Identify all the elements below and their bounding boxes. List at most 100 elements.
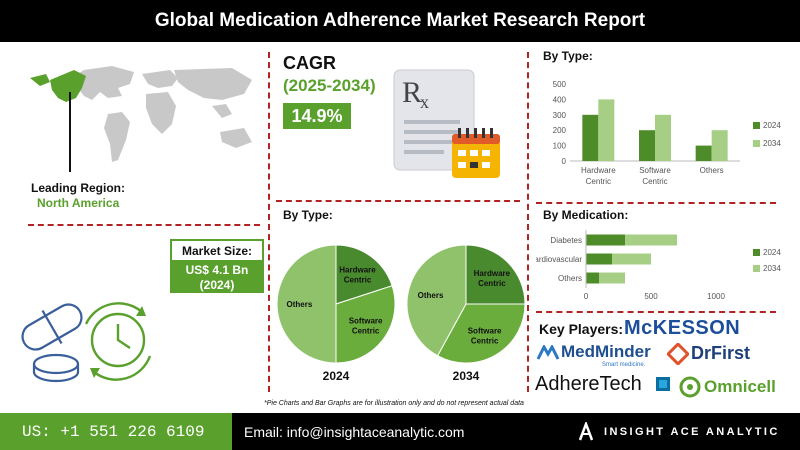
medminder-icon xyxy=(536,345,560,360)
bar-2024 xyxy=(586,272,599,284)
divider-right-h2 xyxy=(536,311,776,313)
pie-slice-label: Others xyxy=(418,291,444,300)
pie-slice-label: Centric xyxy=(471,336,499,345)
market-size-card: Market Size: US$ 4.1 Bn (2024) xyxy=(170,239,264,293)
medminder-logo: MedMinder Smart medicine. xyxy=(536,342,651,372)
footer-email[interactable]: Email: info@insightaceanalytic.com xyxy=(232,413,562,450)
bar-2024 xyxy=(586,234,625,246)
x-tick-label: Software xyxy=(639,166,671,175)
y-tick-label: 100 xyxy=(553,142,567,151)
legend-swatch xyxy=(753,265,760,272)
pills-clock-icon xyxy=(21,302,152,383)
footnote: *Pie Charts and Bar Graphs are for illus… xyxy=(264,400,524,407)
y-tick-label: 0 xyxy=(562,157,567,166)
pie-slice-label: Hardware xyxy=(339,265,376,274)
drfirst-icon xyxy=(667,343,689,365)
leading-region-label: Leading Region: xyxy=(31,181,125,195)
prescription-calendar-icon: R x xyxy=(393,69,500,178)
adheretech-logo: AdhereTech xyxy=(535,373,673,401)
x-tick-label: Hardware xyxy=(581,166,616,175)
cagr-label: CAGR xyxy=(283,53,336,73)
leading-region-value: North America xyxy=(37,196,120,210)
cagr-value: 14.9% xyxy=(283,103,351,129)
footer-brand: INSIGHT ACE ANALYTIC xyxy=(562,413,800,450)
divider-mid-h xyxy=(276,200,520,202)
pie-year-label: 2034 xyxy=(453,369,480,383)
cagr-period: (2025-2034) xyxy=(283,76,376,95)
pie-slice xyxy=(465,244,526,305)
bar-2024 xyxy=(582,114,599,161)
market-size-value-line2: (2024) xyxy=(199,278,235,292)
world-map xyxy=(30,66,252,172)
pie-charts: HardwareCentricSoftwareCentricOthers2024… xyxy=(276,244,526,383)
medminder-tagline: Smart medicine. xyxy=(602,362,646,368)
legend-label: 2034 xyxy=(763,264,781,273)
x-tick-label: 0 xyxy=(584,292,589,301)
bar-2034 xyxy=(612,253,651,265)
pie-slice-label: Centric xyxy=(478,279,506,288)
legend-swatch xyxy=(753,140,760,147)
footer-brand-name: INSIGHT ACE ANALYTIC xyxy=(604,425,780,438)
legend-label: 2024 xyxy=(763,248,781,257)
legend-label: 2034 xyxy=(763,139,781,148)
market-size-label: Market Size: xyxy=(181,244,253,258)
divider-left-h xyxy=(28,224,260,226)
market-size-value-line1: US$ 4.1 Bn xyxy=(185,263,249,277)
bar-med-title: By Medication: xyxy=(543,208,629,222)
svg-text:R: R xyxy=(402,76,422,109)
omnicell-icon xyxy=(679,376,701,398)
y-tick-label: Diabetes xyxy=(550,236,582,245)
y-tick-label: Cardiovascular xyxy=(536,255,582,264)
divider-right xyxy=(527,52,529,392)
footer-phone[interactable]: US: +1 551 226 6109 xyxy=(0,413,232,450)
bar-2024 xyxy=(639,130,655,161)
medminder-name: MedMinder xyxy=(561,342,651,361)
y-tick-label: 500 xyxy=(553,80,567,89)
svg-text:x: x xyxy=(420,92,429,112)
divider-right-h1 xyxy=(536,202,776,204)
drfirst-name: DrFirst xyxy=(691,343,751,363)
bar-2034 xyxy=(711,130,728,161)
bar-2024 xyxy=(695,145,712,161)
pie-slice-label: Centric xyxy=(344,275,372,284)
pie-slice-label: Others xyxy=(287,300,313,309)
drfirst-logo: DrFirst xyxy=(667,342,767,368)
y-tick-label: 200 xyxy=(553,126,567,135)
x-tick-label: Others xyxy=(700,166,724,175)
key-players-label: Key Players: xyxy=(539,321,624,337)
bar-2034 xyxy=(599,272,625,284)
pie-slice-label: Centric xyxy=(352,327,380,336)
y-tick-label: 300 xyxy=(553,111,567,120)
adheretech-square-icon xyxy=(656,377,670,391)
x-tick-label: 1000 xyxy=(707,292,725,301)
pie-section-title: By Type: xyxy=(283,208,333,222)
pie-slice xyxy=(406,244,467,357)
legend-label: 2024 xyxy=(763,121,781,130)
y-tick-label: Others xyxy=(558,274,582,283)
pie-slice xyxy=(276,244,337,364)
legend-swatch xyxy=(753,122,760,129)
bar-2034 xyxy=(598,99,615,161)
pie-slice-label: Hardware xyxy=(474,269,511,278)
omnicell-logo: Omnicell xyxy=(679,376,794,402)
x-tick-label: Centric xyxy=(586,177,611,186)
bar-chart-type: 0 100 200 300 400 500 Hardware Centric Software C… xyxy=(553,80,782,186)
mckesson-logo: McKESSON xyxy=(624,317,741,339)
bar-2034 xyxy=(655,114,671,161)
omnicell-name: Omnicell xyxy=(704,377,776,396)
pie-slice xyxy=(335,244,393,305)
pie-year-label: 2024 xyxy=(323,369,350,383)
pie-slice-label: Software xyxy=(468,326,502,335)
x-tick-label: Centric xyxy=(642,177,667,186)
y-tick-label: 400 xyxy=(553,95,567,104)
pie-slice-label: Software xyxy=(349,317,383,326)
legend-swatch xyxy=(753,249,760,256)
page-title: Global Medication Adherence Market Resea… xyxy=(0,0,800,42)
x-tick-label: 500 xyxy=(644,292,658,301)
bar-type-title: By Type: xyxy=(543,49,593,63)
insight-ace-logo-icon xyxy=(578,421,594,440)
divider-left xyxy=(268,52,270,392)
market-size-value: US$ 4.1 Bn (2024) xyxy=(172,260,262,292)
pie-slice xyxy=(436,303,526,364)
